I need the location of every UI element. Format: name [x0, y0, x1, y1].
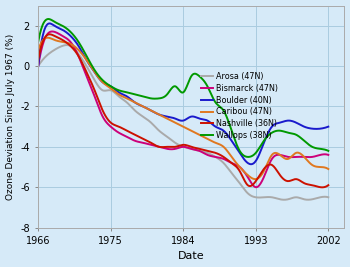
Wallops (38N)	[248, 155, 253, 158]
Arosa (47N)	[219, 159, 224, 163]
Caribou (47N)	[152, 110, 156, 113]
Nashville (36N)	[131, 132, 135, 136]
Boulder (40N)	[246, 162, 251, 165]
Wallops (38N)	[219, 106, 224, 109]
Wallops (38N)	[36, 40, 40, 44]
Arosa (47N)	[36, 65, 40, 68]
Nashville (36N)	[320, 186, 324, 189]
Bismarck (47N)	[131, 139, 135, 142]
Wallops (38N)	[152, 97, 156, 100]
Caribou (47N)	[246, 174, 251, 177]
Nashville (36N)	[248, 184, 252, 188]
Nashville (36N)	[36, 58, 40, 62]
Bismarck (47N)	[246, 176, 251, 180]
Line: Boulder (40N): Boulder (40N)	[38, 23, 328, 164]
Wallops (38N)	[247, 155, 251, 159]
Boulder (40N)	[326, 125, 330, 128]
Bismarck (47N)	[326, 153, 330, 156]
Bismarck (47N)	[152, 144, 156, 147]
Boulder (40N)	[249, 163, 253, 166]
Boulder (40N)	[48, 22, 52, 25]
Wallops (38N)	[246, 155, 251, 159]
Caribou (47N)	[46, 36, 50, 39]
Bismarck (47N)	[254, 186, 258, 189]
Boulder (40N)	[219, 128, 224, 131]
Wallops (38N)	[72, 34, 76, 37]
Arosa (47N)	[282, 198, 286, 201]
Line: Arosa (47N): Arosa (47N)	[38, 45, 328, 200]
Nashville (36N)	[326, 184, 330, 187]
Wallops (38N)	[131, 92, 135, 96]
Nashville (36N)	[152, 143, 156, 146]
Wallops (38N)	[46, 17, 50, 21]
Boulder (40N)	[152, 111, 156, 114]
Arosa (47N)	[131, 108, 135, 111]
Boulder (40N)	[72, 38, 76, 41]
Bismarck (47N)	[72, 45, 76, 48]
Boulder (40N)	[248, 162, 252, 166]
Nashville (36N)	[219, 154, 224, 157]
Nashville (36N)	[48, 33, 52, 36]
Caribou (47N)	[253, 178, 257, 181]
Nashville (36N)	[72, 48, 76, 51]
Line: Bismarck (47N): Bismarck (47N)	[38, 32, 328, 187]
Caribou (47N)	[326, 167, 330, 171]
X-axis label: Date: Date	[178, 252, 205, 261]
Arosa (47N)	[326, 196, 330, 199]
Bismarck (47N)	[248, 179, 252, 182]
Legend: Arosa (47N), Bismarck (47N), Boulder (40N), Caribou (47N), Nashville (36N), Wall: Arosa (47N), Bismarck (47N), Boulder (40…	[197, 69, 281, 143]
Arosa (47N)	[248, 193, 252, 197]
Caribou (47N)	[131, 100, 135, 103]
Boulder (40N)	[131, 100, 135, 103]
Caribou (47N)	[36, 48, 40, 52]
Line: Wallops (38N): Wallops (38N)	[38, 19, 328, 157]
Arosa (47N)	[152, 124, 156, 127]
Caribou (47N)	[248, 175, 252, 178]
Y-axis label: Ozone Deviation Since July 1967 (%): Ozone Deviation Since July 1967 (%)	[6, 33, 15, 200]
Wallops (38N)	[326, 149, 330, 152]
Caribou (47N)	[219, 144, 224, 147]
Bismarck (47N)	[219, 156, 224, 160]
Arosa (47N)	[246, 192, 251, 195]
Bismarck (47N)	[36, 65, 40, 68]
Arosa (47N)	[64, 44, 69, 47]
Bismarck (47N)	[50, 30, 54, 33]
Boulder (40N)	[36, 65, 40, 68]
Caribou (47N)	[72, 44, 76, 48]
Line: Caribou (47N): Caribou (47N)	[38, 38, 328, 179]
Line: Nashville (36N): Nashville (36N)	[38, 34, 328, 187]
Nashville (36N)	[246, 184, 251, 187]
Arosa (47N)	[72, 47, 76, 50]
